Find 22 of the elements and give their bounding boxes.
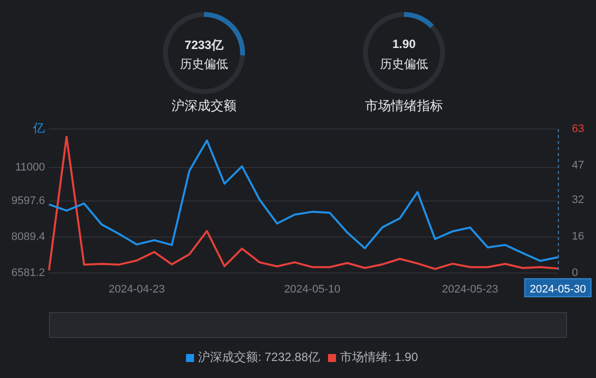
y2-tick-label: 47	[572, 160, 584, 172]
x-tick-label: 2024-04-23	[108, 283, 165, 296]
y2-tick-label: 32	[572, 194, 584, 206]
y2-tick-label: 16	[572, 230, 584, 242]
y2-tick-label: 63	[572, 123, 584, 136]
text: 历史偏低	[379, 56, 429, 73]
y-tick-label: 8089.4	[11, 230, 45, 243]
y-axis-title: 亿	[32, 121, 45, 136]
legend-label: 沪深成交额: 7232.88亿	[198, 350, 320, 364]
y-tick-label: 9597.6	[11, 194, 45, 207]
y-tick-label: 11000	[15, 162, 45, 174]
text: 7233亿	[184, 37, 224, 54]
text: 市场情绪指标	[364, 97, 444, 115]
legend-label: 市场情绪: 1.90	[340, 350, 418, 364]
text: 1.90	[391, 37, 417, 51]
y-tick-label: 6581.2	[11, 266, 45, 279]
text: 历史偏低	[179, 56, 229, 73]
text: 沪深成交额	[170, 97, 238, 115]
y2-tick-label: 0	[572, 266, 578, 279]
x-tick-label: 2024-05-23	[442, 283, 498, 296]
x-tick-label: 2024-05-30	[530, 283, 586, 296]
x-tick-label: 2024-05-10	[284, 283, 340, 296]
